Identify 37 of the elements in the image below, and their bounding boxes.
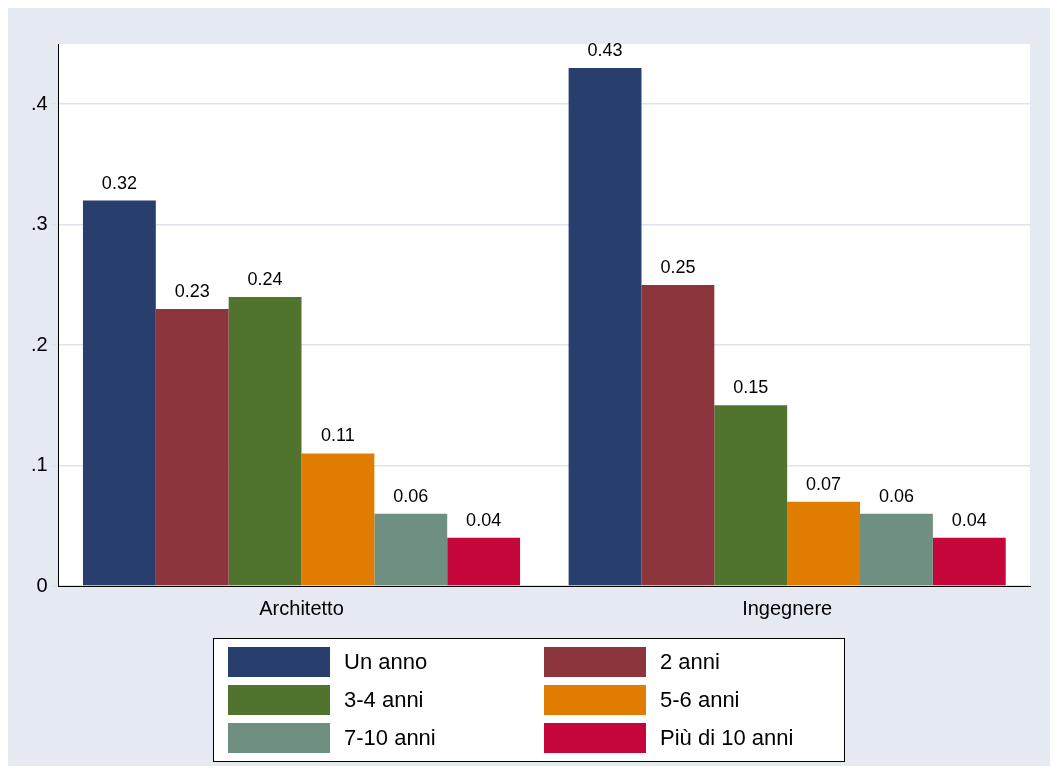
bar <box>155 308 229 586</box>
y-tick-label: .3 <box>30 212 48 235</box>
y-tick-label: .4 <box>30 91 48 114</box>
legend-label: 5-6 anni <box>660 687 741 713</box>
data-label: 0.07 <box>806 473 842 494</box>
data-label: 0.15 <box>733 377 769 398</box>
y-tick-label: .2 <box>30 332 48 355</box>
bar <box>787 501 861 586</box>
x-tick-label: Ingegnere <box>742 596 833 619</box>
data-label: 0.11 <box>321 425 355 446</box>
bar <box>932 537 1006 586</box>
legend-label: Più di 10 anni <box>660 725 795 751</box>
data-label: 0.06 <box>393 485 429 506</box>
legend-label: 3-4 anni <box>344 687 425 713</box>
data-label: 0.06 <box>878 485 914 506</box>
bar <box>860 513 933 586</box>
bar <box>568 68 642 586</box>
legend-label: 7-10 anni <box>344 725 437 751</box>
data-label: 0.23 <box>174 280 210 301</box>
bar <box>228 296 302 586</box>
data-label: 0.32 <box>101 172 137 193</box>
bar <box>301 453 375 586</box>
data-label: 0.25 <box>660 256 696 277</box>
bar <box>447 537 521 586</box>
data-label: 0.04 <box>951 509 987 530</box>
bar <box>82 200 156 586</box>
bar <box>714 405 788 586</box>
bar <box>641 284 715 586</box>
bar <box>374 513 448 586</box>
x-tick-label: Architetto <box>259 596 344 619</box>
legend-label: Un anno <box>344 649 429 675</box>
y-tick-label: .1 <box>30 453 48 476</box>
y-tick-label: 0 <box>36 573 48 596</box>
data-label: 0.24 <box>247 268 283 289</box>
legend-label: 2 anni <box>660 649 721 675</box>
data-label: 0.43 <box>587 40 623 61</box>
data-label: 0.04 <box>466 509 502 530</box>
